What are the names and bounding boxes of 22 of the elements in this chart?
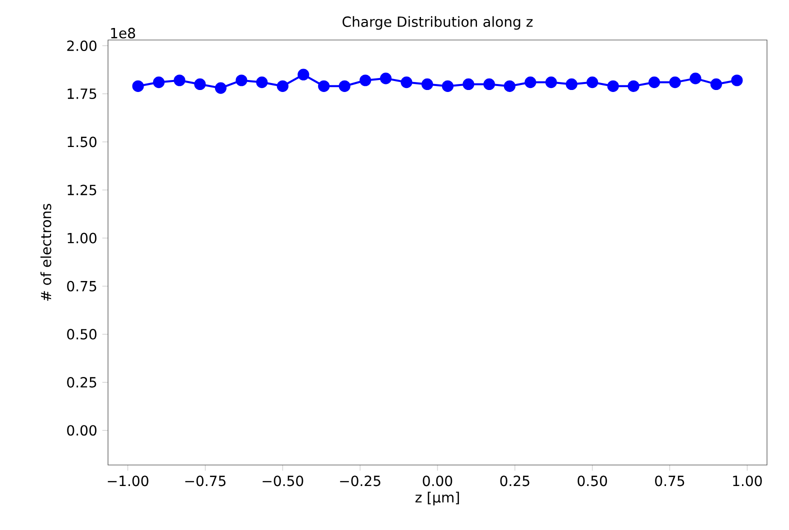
x-tick-label: 0.25 [500,476,530,486]
x-tick-label: 0.50 [578,476,607,486]
y-tick-label: 2.00 [67,40,96,52]
x-tick-label: 0.00 [422,476,452,486]
y-tick-label: 1.25 [68,184,96,196]
y-axis-title: # of electrons [40,204,52,301]
text: 1e8 [111,28,136,38]
y-tick-label: 1.50 [68,136,96,148]
y-tick-label: 0.25 [67,376,96,388]
x-tick-label: −0.25 [340,476,380,486]
y-tick-label: 1.00 [68,232,96,244]
x-tick-label: −0.50 [262,476,304,486]
y-tick-label: 0.50 [67,328,96,340]
y-tick-label: 0.75 [67,280,96,292]
x-tick-label: 0.75 [655,476,684,486]
y-tick-label: 1.75 [68,88,96,100]
x-tick-label: −1.00 [108,476,148,486]
chart-title: Charge Distribution along z [342,16,533,30]
x-tick-label: −0.75 [185,476,226,486]
y-tick-label: 0.00 [67,425,96,436]
x-axis-title: z [µm] [415,492,459,506]
x-tick-label: 1.00 [733,476,762,486]
